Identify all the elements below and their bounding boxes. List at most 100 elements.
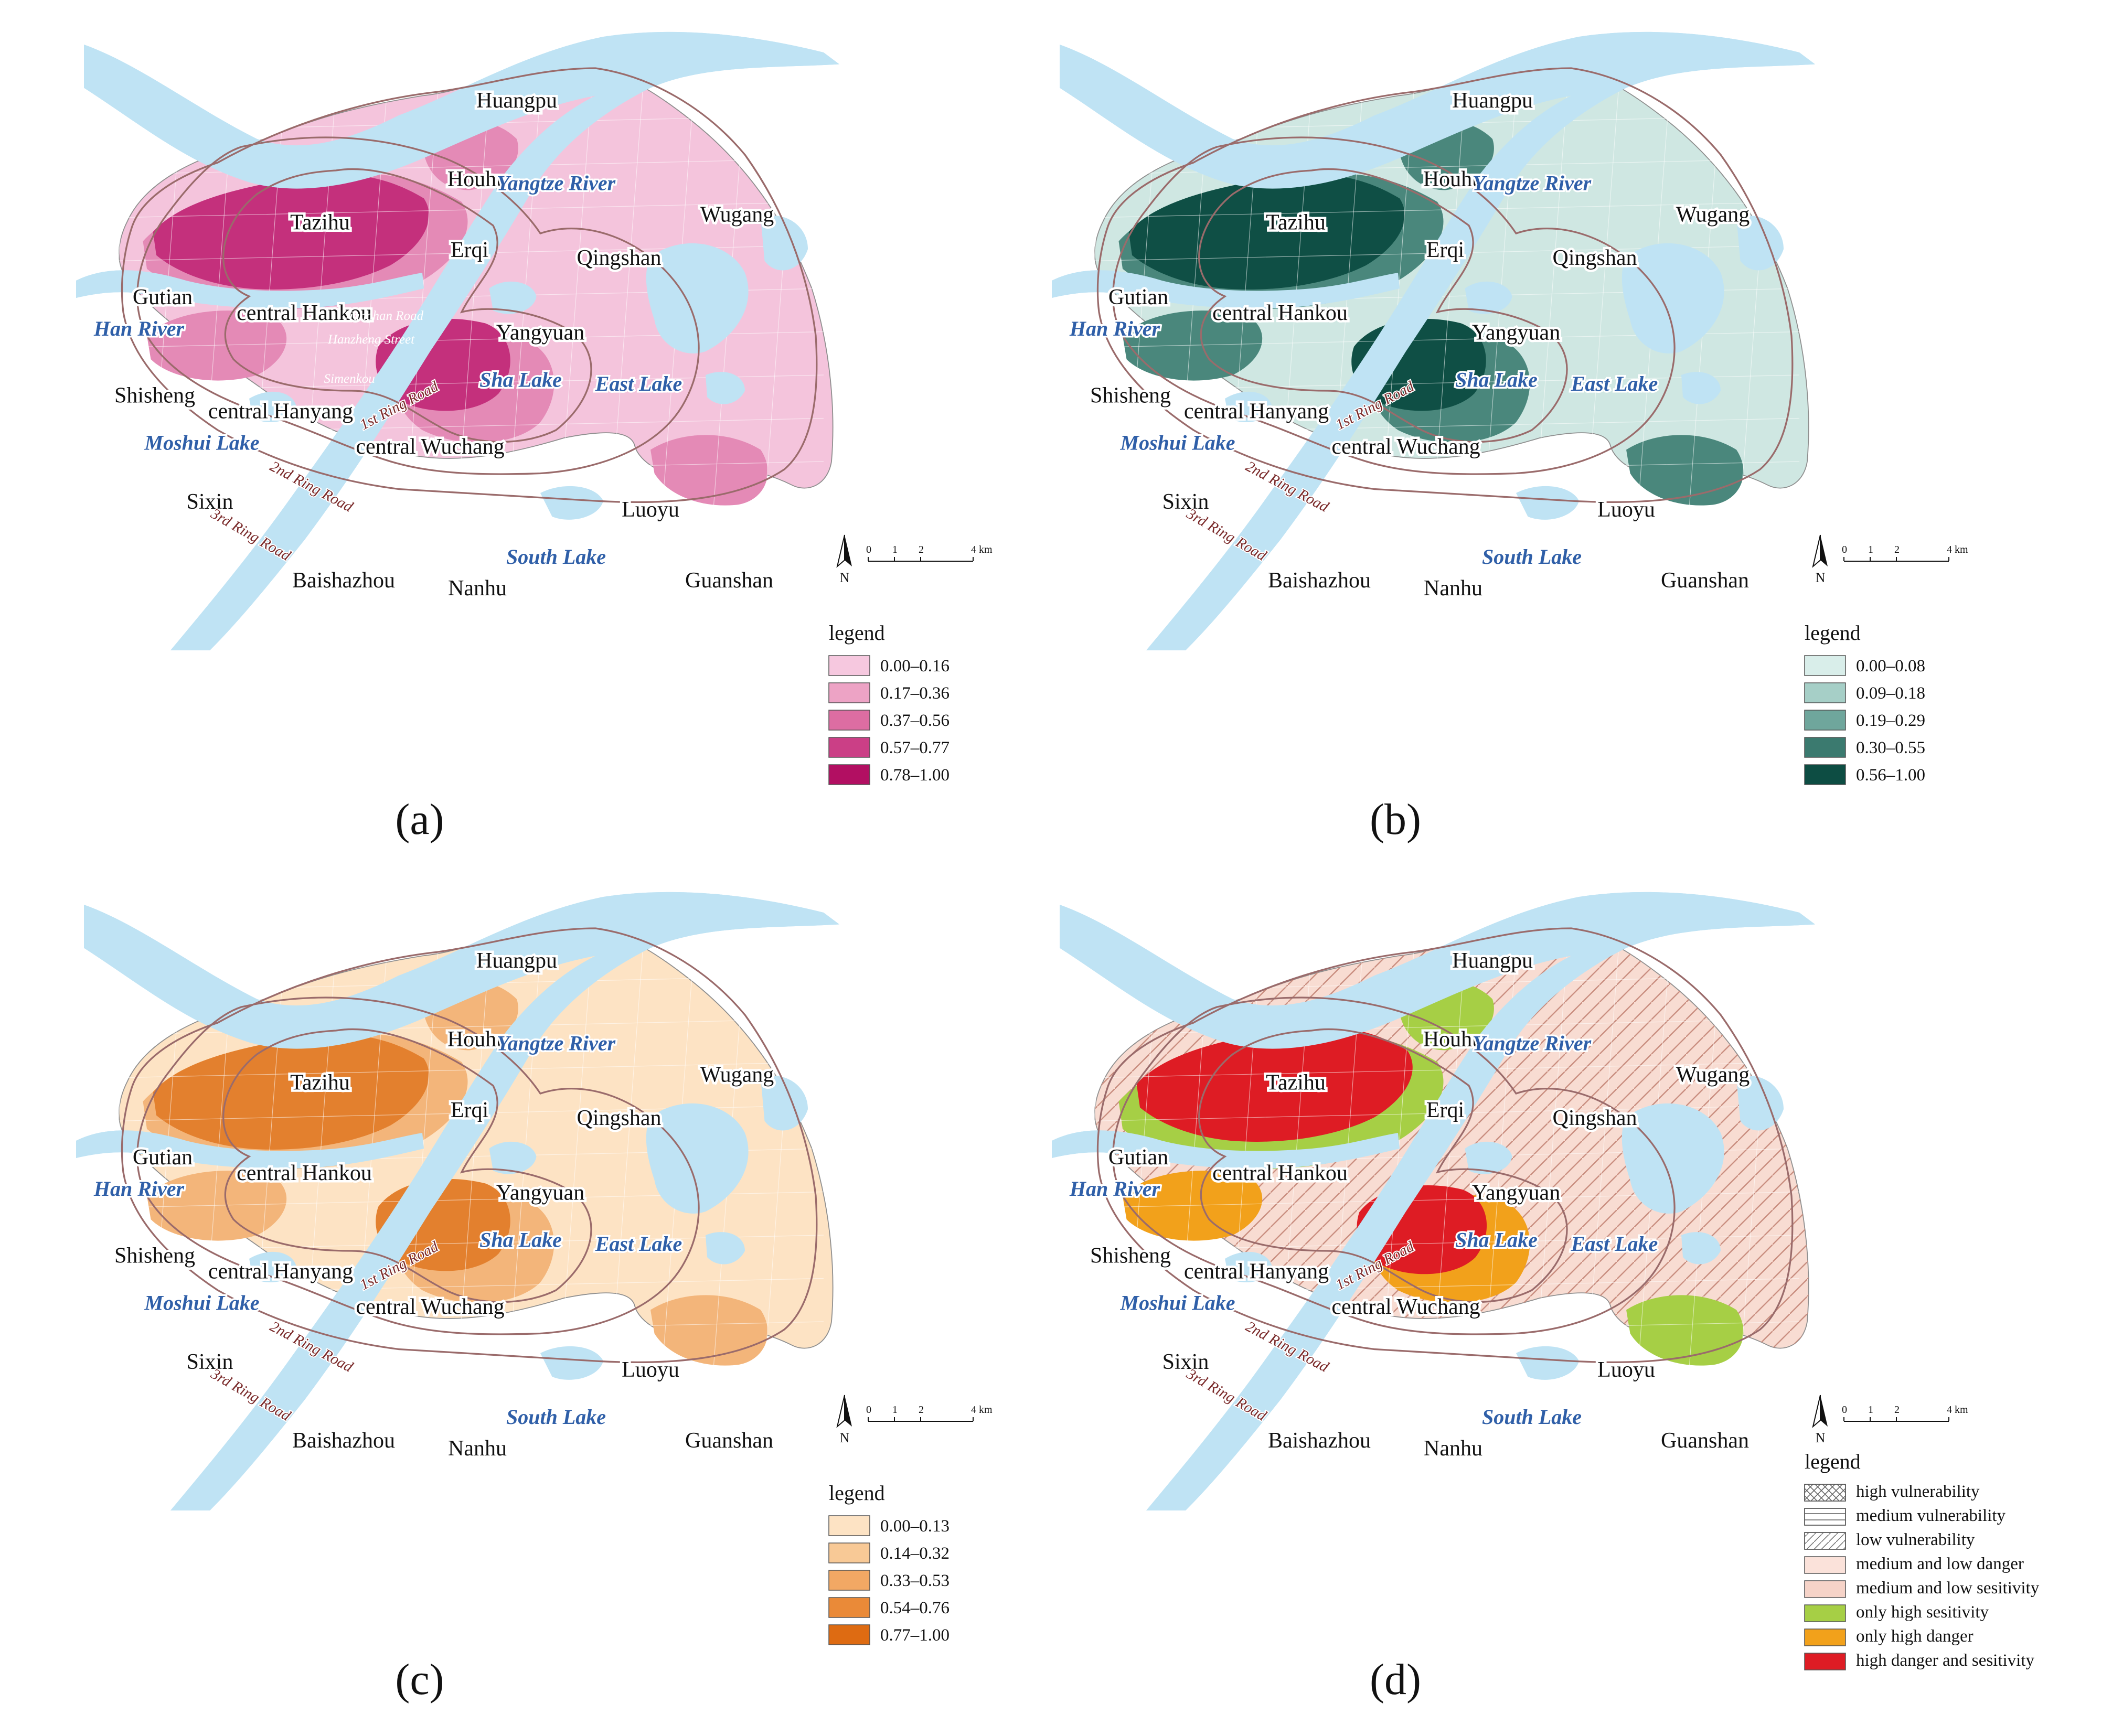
district-label: Qingshan — [577, 246, 662, 270]
district-label: Shisheng — [114, 1244, 195, 1268]
ring-road-1 — [222, 1028, 592, 1303]
parcel-line — [1382, 91, 1414, 509]
legend-item-label: 0.33–0.53 — [880, 1571, 950, 1590]
district-label: Wugang — [700, 1063, 774, 1087]
scale-tick-label: 2 — [1894, 544, 1900, 555]
north-label: N — [1816, 570, 1826, 585]
legend-swatch — [1804, 1580, 1846, 1598]
district-label: central Hanyang — [208, 1260, 353, 1284]
parcel-line — [1091, 1235, 1800, 1251]
legend-item-label: only high sesitivity — [1856, 1603, 1989, 1622]
mid-value-zone — [1626, 435, 1744, 506]
han-river-overlay — [76, 1130, 424, 1169]
parcel-line — [1433, 951, 1466, 1369]
water-label: Sha Lake — [1455, 368, 1538, 392]
parcel-line — [1091, 1364, 1800, 1381]
panel-caption-c: (c) — [395, 1655, 444, 1704]
district-label: Gutian — [1108, 1145, 1168, 1170]
legend-swatch — [828, 1542, 870, 1563]
district-label: Erqi — [451, 1098, 488, 1122]
legend-item-label: only high danger — [1856, 1627, 1974, 1646]
district-label: central Hanyang — [1184, 400, 1329, 424]
ring-road-1 — [222, 168, 592, 443]
district-label: Erqi — [451, 238, 488, 262]
parcel-line — [559, 951, 592, 1369]
district-label: Sixin — [187, 1350, 233, 1374]
street-label: Hanzheng Street — [327, 333, 415, 347]
lake-shape — [1622, 1103, 1724, 1214]
district-label: Yangyuan — [1472, 1181, 1560, 1205]
parcel-line — [1126, 951, 1159, 1369]
lake-shape — [761, 1076, 808, 1131]
lake-shape — [1736, 216, 1784, 271]
parcel-line — [457, 951, 490, 1369]
district-label: central Hankou — [1212, 1161, 1348, 1185]
parcel-line — [115, 1364, 824, 1381]
water-label: Yangtze River — [497, 1032, 616, 1055]
legend-swatch — [828, 1515, 870, 1536]
map-panel-c — [76, 892, 839, 1510]
district-label: Guanshan — [1661, 1429, 1749, 1453]
water-label: Sha Lake — [1455, 1228, 1538, 1252]
parcel-line — [1535, 951, 1568, 1369]
parcel-line — [1091, 504, 1800, 521]
legend-item-label: 0.00–0.08 — [1856, 657, 1925, 676]
district-label: central Wuchang — [356, 1295, 504, 1319]
lake-shape — [1516, 1346, 1579, 1380]
legend-item-label: 0.54–0.76 — [880, 1599, 950, 1617]
high-value-zone — [153, 1034, 429, 1150]
map-panel-b — [1052, 31, 1815, 651]
district-label: central Wuchang — [1331, 435, 1480, 459]
lake-shape — [1465, 1141, 1512, 1174]
ring-road-2 — [136, 996, 700, 1335]
north-arrow-icon: N — [836, 534, 852, 585]
legend-swatch — [1804, 1532, 1846, 1550]
district-label: Huangpu — [476, 949, 557, 973]
parcel-line — [559, 91, 592, 509]
north-arrow-icon: N — [836, 1395, 852, 1445]
legend-item-label: 0.77–1.00 — [880, 1626, 950, 1645]
district-label: Guanshan — [1661, 569, 1749, 593]
water-label: Yangtze River — [1473, 1032, 1592, 1055]
yangtze-river-overlay — [1060, 892, 1815, 1510]
yangtze-river-overlay — [1060, 31, 1815, 651]
parcel-line — [1091, 417, 1800, 435]
district-label: Luoyu — [622, 498, 679, 522]
legend-swatch — [828, 655, 870, 676]
parcel-line — [611, 91, 643, 509]
lake-shape — [1465, 281, 1512, 314]
district-label: Baishazhou — [292, 1429, 395, 1453]
scale-bar: 0 1 2 4 km — [1842, 1404, 1968, 1422]
district-label: Yangyuan — [1472, 321, 1560, 345]
legend-swatch — [1804, 737, 1846, 758]
parcel-line — [115, 374, 824, 391]
north-label: N — [840, 570, 850, 585]
legend-b: legend 0.00–0.08 0.09–0.18 0.19–0.29 0.30–0.… — [1804, 621, 1925, 785]
legend-item-label: 0.57–0.77 — [880, 738, 950, 757]
han-river-overlay — [76, 270, 424, 309]
legend-title: legend — [829, 1481, 885, 1505]
scale-tick-label: 0 — [866, 1404, 871, 1416]
legend-item-label: high vulnerability — [1856, 1482, 1980, 1501]
parcel-line — [457, 91, 490, 509]
lake-shape — [249, 1251, 296, 1282]
legend-item-label: 0.09–0.18 — [1856, 684, 1925, 703]
parcel-line — [115, 461, 824, 478]
water-label: Moshui Lake — [144, 1291, 260, 1315]
district-label: Nanhu — [1424, 576, 1482, 601]
district-label: Gutian — [133, 1145, 193, 1170]
ring-road-3 — [1096, 927, 1794, 1364]
ring-road-3 — [1096, 67, 1794, 503]
scale-tick-label: 0 — [1842, 1404, 1847, 1416]
legend-swatch — [1804, 1484, 1846, 1502]
mid-value-zone — [1123, 310, 1263, 381]
parcel-line — [611, 951, 643, 1369]
parcel-line — [764, 91, 797, 509]
parcel-line — [150, 91, 183, 509]
legend-item-label: 0.78–1.00 — [880, 766, 950, 785]
district-label: Qingshan — [577, 1106, 662, 1130]
district-label: Nanhu — [448, 576, 507, 601]
legend-title: legend — [829, 621, 885, 645]
north-label: N — [840, 1430, 850, 1445]
legend-swatch — [828, 682, 870, 703]
